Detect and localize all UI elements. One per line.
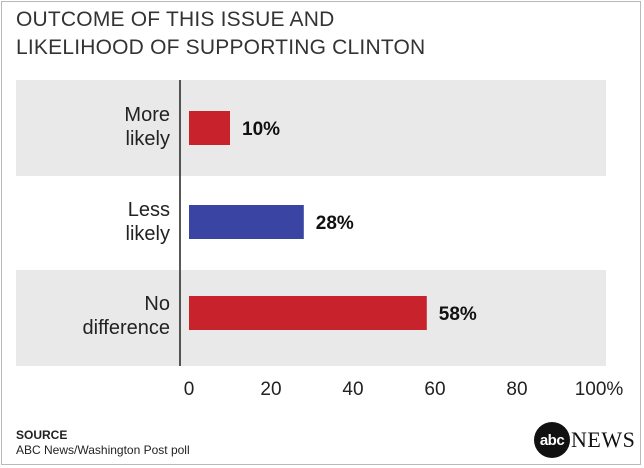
source-heading: SOURCE [16,428,68,442]
bar-1 [189,205,304,239]
x-tick-label: 20 [260,379,281,400]
x-tick-label: 40 [342,379,363,400]
category-label-line: No [144,293,170,315]
chart-title: OUTCOME OF THIS ISSUE AND LIKELIHOOD OF … [16,6,616,62]
category-label-no-difference: No difference [20,292,170,340]
category-label-more-likely: More likely [20,103,170,151]
value-label-0: 10% [242,119,280,140]
x-tick-label: 80 [506,379,527,400]
x-tick-label: 0 [184,379,195,400]
source-text: ABC News/Washington Post poll [16,443,190,457]
category-label-less-likely: Less likely [20,198,170,246]
value-label-1: 28% [316,213,354,234]
band-more-likely [16,80,606,176]
title-line-1: OUTCOME OF THIS ISSUE AND [16,8,335,31]
category-label-line: More [124,104,170,126]
abc-news-logo: abc NEWS [534,420,635,460]
category-label-line: difference [82,317,170,339]
title-line-2: LIKELIHOOD OF SUPPORTING CLINTON [16,36,426,59]
category-label-line: Less [127,199,170,221]
abc-logo-mark: abc [534,422,570,458]
x-tick-label: 60 [424,379,445,400]
category-label-line: likely [125,128,170,150]
bar-0 [189,111,230,145]
news-wordmark: NEWS [571,427,636,452]
bar-2 [189,296,427,330]
x-tick-label: 100% [575,379,624,400]
value-label-2: 58% [439,304,477,325]
category-label-line: likely [125,223,170,245]
